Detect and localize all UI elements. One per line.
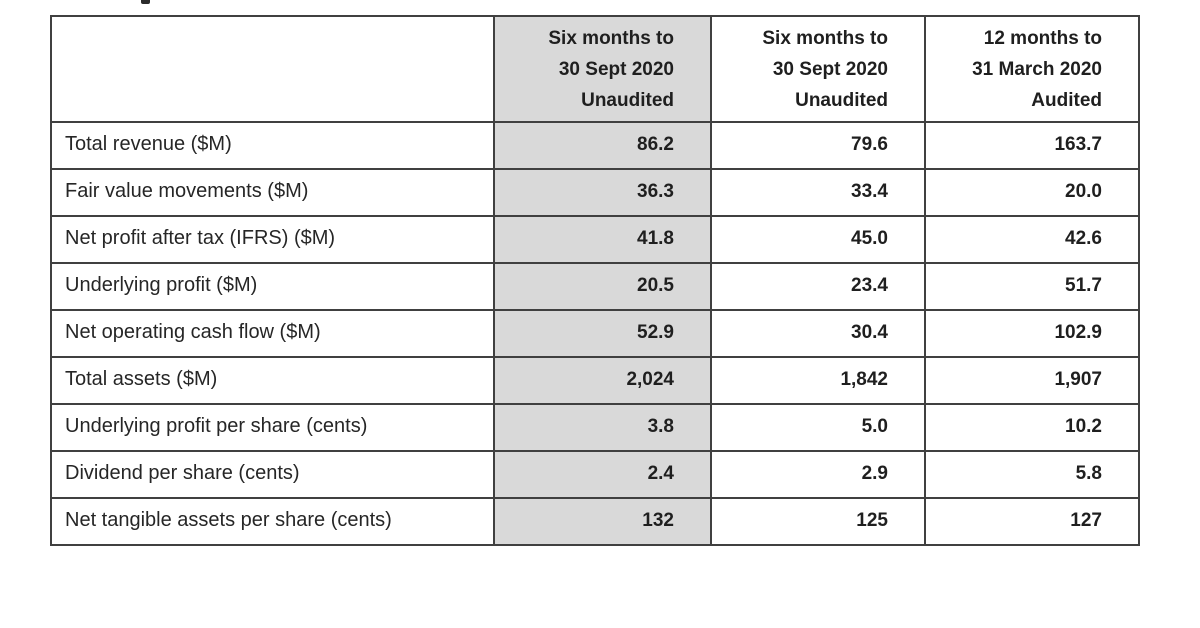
- header-row: Six months to 30 Sept 2020 Unaudited Six…: [50, 15, 1140, 123]
- header-line: Six months to: [762, 27, 888, 49]
- value-cell: 45.0: [710, 215, 926, 264]
- value-cell: 2,024: [493, 356, 712, 405]
- table-row-fair-value-movements: Fair value movements ($M) 36.3 33.4 20.0: [50, 168, 1140, 217]
- header-line: 30 Sept 2020: [558, 58, 674, 80]
- value-cell: 5.0: [710, 403, 926, 452]
- row-label: Net tangible assets per share (cents): [50, 497, 495, 546]
- row-label: Net profit after tax (IFRS) ($M): [50, 215, 495, 264]
- header-line: 30 Sept 2020: [772, 58, 888, 80]
- table-row-underlying-profit: Underlying profit ($M) 20.5 23.4 51.7: [50, 262, 1140, 311]
- row-label: Underlying profit per share (cents): [50, 403, 495, 452]
- value-cell: 163.7: [924, 121, 1140, 170]
- value-cell: 36.3: [493, 168, 712, 217]
- value-cell: 102.9: [924, 309, 1140, 358]
- table-row-dividend-per-share: Dividend per share (cents) 2.4 2.9 5.8: [50, 450, 1140, 499]
- value-cell: 1,907: [924, 356, 1140, 405]
- row-label: Underlying profit ($M): [50, 262, 495, 311]
- cropped-text-artifact: [141, 0, 150, 4]
- value-cell: 52.9: [493, 309, 712, 358]
- header-line: Unaudited: [795, 89, 888, 111]
- row-label: Dividend per share (cents): [50, 450, 495, 499]
- header-line: Six months to: [548, 27, 674, 49]
- header-corner-cell: [50, 15, 495, 123]
- value-cell: 125: [710, 497, 926, 546]
- table-row-underlying-profit-per-share: Underlying profit per share (cents) 3.8 …: [50, 403, 1140, 452]
- table-row-net-operating-cash-flow: Net operating cash flow ($M) 52.9 30.4 1…: [50, 309, 1140, 358]
- value-cell: 20.0: [924, 168, 1140, 217]
- value-cell: 127: [924, 497, 1140, 546]
- header-six-months-2020-unaudited-prior: Six months to 30 Sept 2020 Unaudited: [710, 15, 926, 123]
- table-row-net-profit-after-tax: Net profit after tax (IFRS) ($M) 41.8 45…: [50, 215, 1140, 264]
- value-cell: 20.5: [493, 262, 712, 311]
- value-cell: 23.4: [710, 262, 926, 311]
- financial-summary-table: Six months to 30 Sept 2020 Unaudited Six…: [50, 15, 1140, 546]
- table-row-total-assets: Total assets ($M) 2,024 1,842 1,907: [50, 356, 1140, 405]
- value-cell: 41.8: [493, 215, 712, 264]
- value-cell: 2.9: [710, 450, 926, 499]
- value-cell: 10.2: [924, 403, 1140, 452]
- value-cell: 5.8: [924, 450, 1140, 499]
- header-line: 12 months to: [983, 27, 1102, 49]
- header-line: Audited: [1031, 89, 1102, 111]
- table-row-total-revenue: Total revenue ($M) 86.2 79.6 163.7: [50, 121, 1140, 170]
- header-line: 31 March 2020: [972, 58, 1102, 80]
- value-cell: 1,842: [710, 356, 926, 405]
- value-cell: 79.6: [710, 121, 926, 170]
- row-label: Fair value movements ($M): [50, 168, 495, 217]
- value-cell: 86.2: [493, 121, 712, 170]
- value-cell: 51.7: [924, 262, 1140, 311]
- header-twelve-months-march-2020-audited: 12 months to 31 March 2020 Audited: [924, 15, 1140, 123]
- row-label: Total revenue ($M): [50, 121, 495, 170]
- value-cell: 2.4: [493, 450, 712, 499]
- value-cell: 132: [493, 497, 712, 546]
- row-label: Total assets ($M): [50, 356, 495, 405]
- header-six-months-2020-unaudited-current: Six months to 30 Sept 2020 Unaudited: [493, 15, 712, 123]
- value-cell: 3.8: [493, 403, 712, 452]
- table-row-net-tangible-assets-per-share: Net tangible assets per share (cents) 13…: [50, 497, 1140, 546]
- value-cell: 30.4: [710, 309, 926, 358]
- value-cell: 42.6: [924, 215, 1140, 264]
- row-label: Net operating cash flow ($M): [50, 309, 495, 358]
- header-line: Unaudited: [581, 89, 674, 111]
- value-cell: 33.4: [710, 168, 926, 217]
